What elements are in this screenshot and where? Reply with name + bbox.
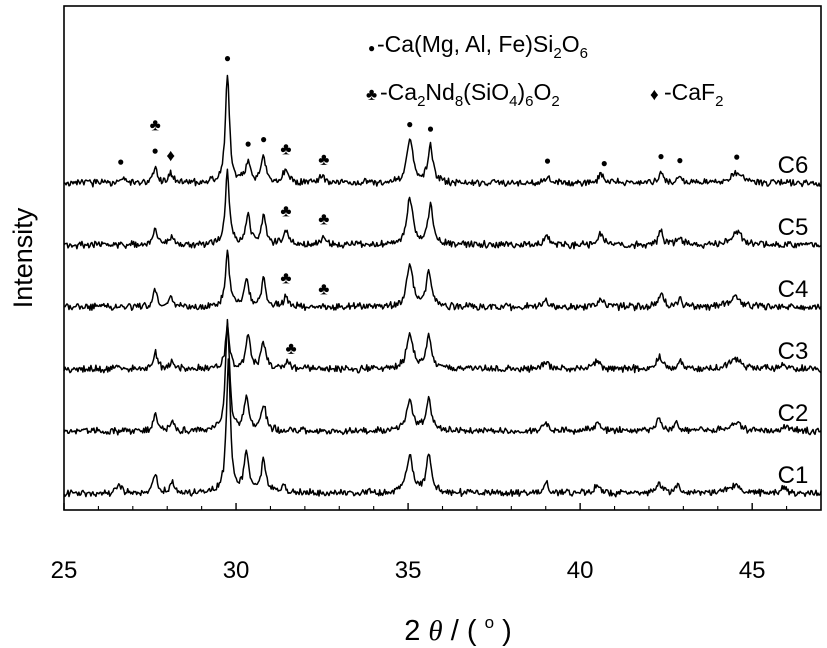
legend-text-part: -Ca(Mg, Al, Fe)Si [377, 31, 553, 57]
series-label-c4: C4 [778, 276, 809, 303]
circle-marker-icon: ● [117, 155, 124, 169]
legend-subscript: 2 [551, 93, 559, 110]
series-label-c5: C5 [778, 214, 809, 241]
x-tick-label: 30 [223, 557, 250, 584]
legend-entry-2: -Ca2Nd8(SiO4)6O2 [380, 79, 560, 110]
circle-marker-icon: ● [676, 153, 683, 167]
legend-subscript: 2 [417, 93, 425, 110]
x-axis-label-degree: o [485, 613, 494, 632]
x-tick-label: 35 [395, 557, 422, 584]
club-marker-icon: ♣ [150, 116, 161, 135]
legend-text-part: -CaF [664, 79, 715, 105]
series-line-c6 [64, 74, 822, 188]
series-label-c3: C3 [778, 338, 809, 365]
legend-text-part: ) [518, 79, 526, 105]
legend-subscript: 2 [553, 45, 561, 62]
legend: ● -Ca(Mg, Al, Fe)Si2O6♣ -Ca2Nd8(SiO4)6O2 ♦ -… [366, 31, 723, 110]
legend-text-part: O [562, 31, 580, 57]
club-marker-icon: ♣ [280, 269, 291, 288]
legend-subscript: 8 [455, 93, 463, 110]
club-marker-icon: ♣ [366, 85, 377, 104]
legend-subscript: 6 [525, 93, 533, 110]
series-line-c1 [63, 358, 822, 498]
legend-entry-1: -Ca(Mg, Al, Fe)Si2O6 [377, 31, 588, 62]
club-marker-icon: ♣ [318, 150, 329, 169]
circle-marker-icon: ● [657, 149, 664, 163]
peak-marker-layer: ● ● ♣ ♦ ● ● ● ♣ ♣ ● ● ● ● ● ● ● ♣ ♣ ♣ ♣ ♣ [117, 51, 740, 358]
circle-marker-icon: ● [368, 41, 375, 55]
series-label-c1: C1 [778, 462, 809, 489]
legend-text-part: (SiO [463, 79, 509, 105]
diamond-marker-icon: ♦ [650, 85, 659, 104]
diamond-marker-icon: ♦ [166, 146, 175, 165]
circle-marker-icon: ● [224, 51, 231, 65]
series-line-c5 [63, 168, 822, 250]
legend-text-part: Nd [425, 79, 454, 105]
circle-marker-icon: ● [544, 153, 551, 167]
club-marker-icon: ♣ [286, 339, 297, 358]
legend-entry-3: -CaF2 [664, 79, 723, 110]
x-axis-label-close: ) [502, 615, 512, 647]
legend-text-part: O [534, 79, 552, 105]
legend-subscript: 4 [509, 93, 517, 110]
circle-marker-icon: ● [427, 122, 434, 136]
series-label-c6: C6 [778, 152, 809, 179]
club-marker-icon: ♣ [318, 280, 329, 299]
y-axis-label: Intensity [8, 207, 38, 308]
legend-text-part: -Ca [380, 79, 417, 105]
legend-subscript: 2 [715, 93, 723, 110]
x-axis-label-prefix: 2 [404, 615, 420, 647]
club-marker-icon: ♣ [280, 201, 291, 220]
legend-subscript: 6 [580, 45, 588, 62]
x-axis-label-theta: θ [428, 615, 442, 647]
circle-marker-icon: ● [152, 144, 159, 158]
x-tick-label: 40 [567, 557, 594, 584]
x-axis-label: 2 θ / ( o ) [404, 603, 512, 647]
circle-marker-icon: ● [406, 117, 413, 131]
series-layer: C1 C2 C3 C4 C5 C6 [63, 74, 822, 498]
x-axis-label-slash: / ( [451, 615, 477, 647]
circle-marker-icon: ● [601, 156, 608, 170]
series-label-c2: C2 [778, 400, 809, 427]
x-tick-label: 45 [739, 557, 766, 584]
club-marker-icon: ♣ [280, 139, 291, 158]
series-line-c4 [63, 249, 822, 312]
club-marker-icon: ♣ [318, 210, 329, 229]
circle-marker-icon: ● [244, 136, 251, 150]
x-tick-label: 25 [51, 557, 78, 584]
x-axis-ticks: 25 30 35 40 45 [51, 503, 788, 584]
circle-marker-icon: ● [733, 149, 740, 163]
circle-marker-icon: ● [260, 132, 267, 146]
series-line-c3 [63, 322, 822, 374]
series-line-c2 [63, 318, 822, 436]
